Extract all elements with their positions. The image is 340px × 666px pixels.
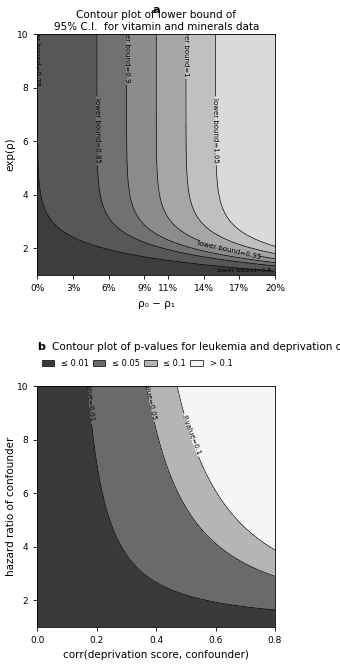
Text: lower bound=0.75: lower bound=0.75: [34, 21, 40, 86]
Text: lower bound=0.85: lower bound=0.85: [94, 99, 100, 163]
Text: lower bound=1.05: lower bound=1.05: [212, 99, 219, 163]
Text: P-value=0.1: P-value=0.1: [180, 414, 201, 456]
X-axis label: corr(deprivation score, confounder): corr(deprivation score, confounder): [63, 651, 249, 661]
Text: a: a: [153, 5, 160, 15]
Text: Contour plot of lower bound of
95% C.I.  for vitamin and minerals data: Contour plot of lower bound of 95% C.I. …: [54, 10, 259, 32]
X-axis label: ρ₀ − ρ₁: ρ₀ − ρ₁: [138, 298, 175, 308]
Text: lower bound=0.9: lower bound=0.9: [123, 22, 130, 83]
Text: lower bound=1: lower bound=1: [183, 23, 189, 77]
Legend: ≤ 0.01, ≤ 0.05, ≤ 0.1, > 0.1: ≤ 0.01, ≤ 0.05, ≤ 0.1, > 0.1: [41, 359, 232, 368]
Text: b: b: [37, 342, 45, 352]
Y-axis label: exp(ρ): exp(ρ): [5, 138, 16, 171]
Text: Contour plot of p-values for leukemia and deprivation data: Contour plot of p-values for leukemia an…: [52, 342, 340, 352]
Y-axis label: hazard ratio of confounder: hazard ratio of confounder: [5, 437, 16, 576]
Text: lower bound=0.8: lower bound=0.8: [217, 268, 271, 273]
Text: lower bound=0.95: lower bound=0.95: [197, 240, 261, 260]
Text: P-value=0.05: P-value=0.05: [141, 374, 157, 421]
Text: P-value=0.01: P-value=0.01: [84, 375, 95, 422]
